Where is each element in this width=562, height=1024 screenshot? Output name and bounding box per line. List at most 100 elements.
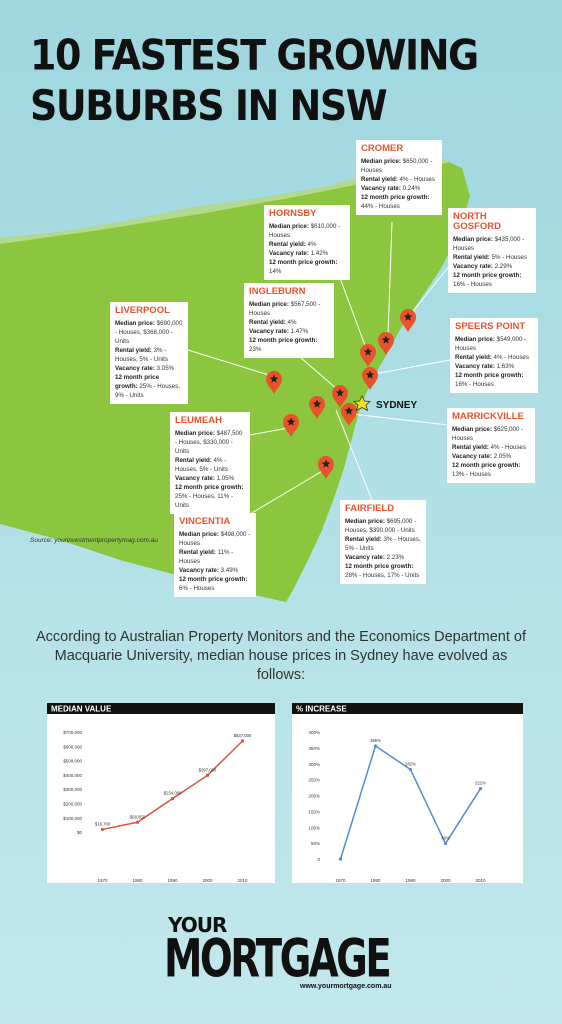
callout-row: 12 month price growth: 44% - Houses xyxy=(361,193,437,211)
row-label: 12 month price growth: xyxy=(345,563,414,570)
x-tick-label: 1990 xyxy=(167,878,178,883)
callout-row: Vacancy rate: 1.42% xyxy=(269,249,345,258)
row-text: 4% xyxy=(307,241,317,248)
pin xyxy=(400,309,416,332)
callout: SPEERS POINT Median price: $549,000 - Hou… xyxy=(450,318,538,393)
pins xyxy=(266,309,416,479)
callout: LEUMEAH Median price: $487,500 - Houses, … xyxy=(170,412,250,514)
row-label: Median price: xyxy=(175,430,215,437)
value-label: $234,000 xyxy=(164,791,182,796)
row-text: 4% xyxy=(287,319,297,326)
pin-star xyxy=(312,399,322,408)
callout-row: Rental yield: 3% - Houses, 5% - Units xyxy=(115,346,183,364)
row-text: 23% xyxy=(249,346,262,353)
row-text: 14% xyxy=(269,268,282,275)
row-text: 25% - Houses, 11% - Units xyxy=(175,493,234,509)
callout: LIVERPOOL Median price: $690,000 - Houses… xyxy=(110,302,188,404)
point xyxy=(443,841,448,846)
callout-row: 12 month price growth: 16% - Houses xyxy=(455,371,533,389)
callout-row: Rental yield: 4% - Houses xyxy=(452,443,530,452)
callout: MARRICKVILLE Median price: $625,000 - Hou… xyxy=(447,408,535,483)
suburb-name: LIVERPOOL xyxy=(115,305,170,316)
row-label: Rental yield: xyxy=(452,444,489,451)
row-text: 44% - Houses xyxy=(361,203,400,210)
title-line: 10 FASTEST GROWING xyxy=(30,31,479,80)
callout-row: 12 month price growth: 6% - Houses xyxy=(179,575,251,593)
map xyxy=(0,158,470,602)
callout-row: Vacancy rate: 2.29% xyxy=(453,262,531,271)
row-label: Median price: xyxy=(453,236,493,243)
chart-title: % INCREASE xyxy=(296,705,347,714)
callout-row: Median price: $695,000 - Houses, $390,00… xyxy=(345,517,421,535)
row-label: Rental yield: xyxy=(179,549,216,556)
pin-star xyxy=(365,370,375,379)
row-text: 5% - Houses xyxy=(491,254,527,261)
row-text: $567,500 - Houses xyxy=(249,301,321,317)
row-text: 6% - Houses xyxy=(179,585,215,592)
chart-panel xyxy=(292,703,523,883)
title-line: SUBURBS IN NSW xyxy=(30,81,388,131)
pin xyxy=(309,396,325,419)
y-tick-label: 400% xyxy=(308,730,320,735)
callout-row: Rental yield: 4% - Houses xyxy=(455,353,533,362)
callout-row: Vacancy rate: 0.24% xyxy=(361,184,437,193)
row-text: 2.29% xyxy=(494,263,513,270)
leader xyxy=(249,427,289,436)
callout-row: Median price: $567,500 - Houses xyxy=(249,300,329,318)
callout-row: Median price: $549,000 - Houses xyxy=(455,335,533,353)
callout: FAIRFIELD Median price: $695,000 - Houses… xyxy=(340,500,426,584)
row-text: 1.42% xyxy=(310,250,329,257)
suburb-name: NORTH GOSFORD xyxy=(453,211,502,232)
charts: MEDIAN VALUE $0 $100,000 $200,000 $300,000 $4… xyxy=(47,703,523,883)
leader xyxy=(373,359,451,375)
pin-star xyxy=(344,406,354,415)
value-label: $397,000 xyxy=(199,767,217,772)
y-tick-label: $300,000 xyxy=(63,787,82,792)
row-label: Rental yield: xyxy=(249,319,286,326)
suburb-name: SPEERS POINT xyxy=(455,321,526,332)
callout-row: Vacancy rate: 1.47% xyxy=(249,327,329,336)
callout-row: 12 month price growth: 28% - Houses, 17%… xyxy=(345,562,421,580)
point xyxy=(135,820,140,824)
point xyxy=(338,857,343,861)
row-label: Vacancy rate: xyxy=(115,365,155,372)
leader xyxy=(187,349,273,377)
callout: NORTH GOSFORD Median price: $435,000 - Ho… xyxy=(448,208,536,293)
point xyxy=(205,773,210,777)
land xyxy=(0,158,470,602)
row-label: Vacancy rate: xyxy=(269,250,309,257)
callout-row: Median price: $487,500 - Houses, $330,00… xyxy=(175,429,245,456)
callout-row: Rental yield: 3% - Houses, 5% - Units xyxy=(345,535,421,553)
row-label: 12 month price growth: xyxy=(452,462,521,469)
callout-row: Median price: $625,000 - Houses xyxy=(452,425,530,443)
chart-header xyxy=(292,703,523,714)
y-tick-label: 0 xyxy=(317,857,320,862)
pin-star xyxy=(286,417,296,426)
row-text: $695,000 - Houses, $390,000 - Units xyxy=(345,518,417,534)
brand-top: YOUR xyxy=(168,913,227,937)
value-label: 49% xyxy=(441,836,450,841)
leader xyxy=(239,469,325,521)
row-text: 4% - Houses xyxy=(399,176,435,183)
row-label: Vacancy rate: xyxy=(179,567,219,574)
y-tick-label: 350% xyxy=(308,746,320,751)
row-label: 12 month price growth: xyxy=(453,272,522,279)
row-text: 16% - Houses xyxy=(453,281,492,288)
row-text: $625,000 - Houses xyxy=(452,426,524,442)
y-tick-label: $500,000 xyxy=(63,759,82,764)
y-tick-label: $0 xyxy=(77,830,83,835)
callout-row: 12 month price growth: 16% - Houses xyxy=(453,271,531,289)
callout-row: 12 month price growth: 13% - Houses xyxy=(452,461,530,479)
row-text: 1.47% xyxy=(290,328,309,335)
suburb-name: CROMER xyxy=(361,143,404,154)
suburb-name: INGLEBURN xyxy=(249,286,306,297)
leader xyxy=(335,409,373,501)
callout-row: 12 month price growth: 25% - Houses, 11%… xyxy=(175,483,245,510)
row-label: Median price: xyxy=(179,531,219,538)
pin-star xyxy=(381,335,391,344)
row-label: 12 month price growth: xyxy=(249,337,318,344)
callout-row: Rental yield: 4% - Houses, 5% - Units xyxy=(175,456,245,474)
brand-main: MORTGAGE xyxy=(164,927,392,990)
y-tick-label: 200% xyxy=(308,794,320,799)
leader xyxy=(387,221,393,336)
